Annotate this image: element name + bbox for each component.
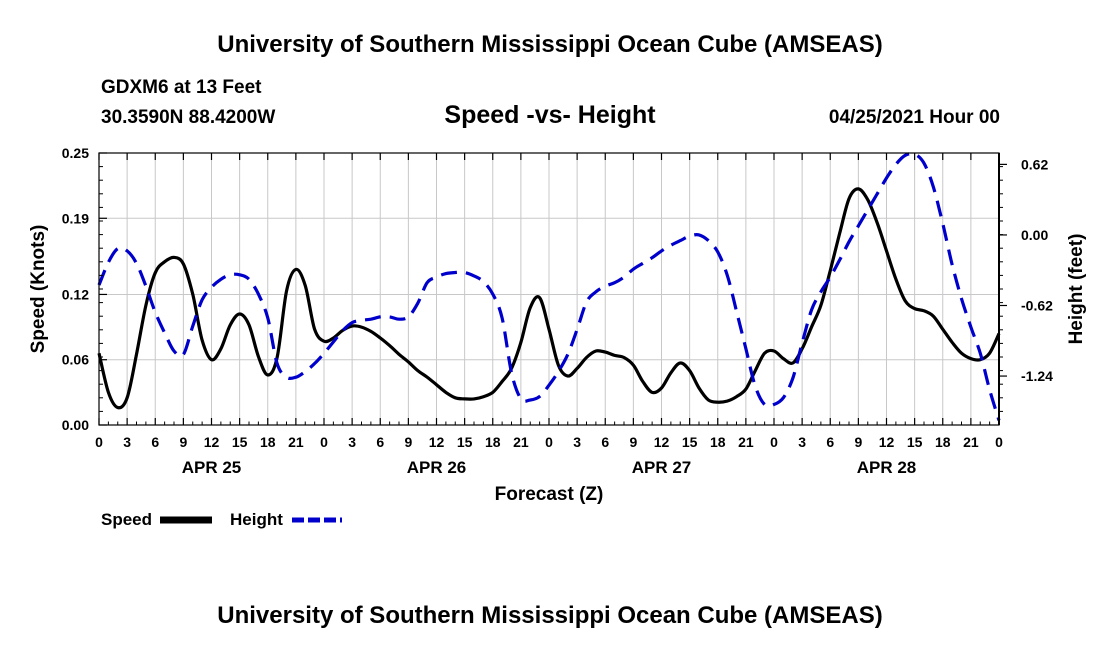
height-series-line bbox=[97, 151, 1001, 421]
legend: Speed Height bbox=[101, 510, 342, 529]
y2-tick-label: 0.62 bbox=[1021, 156, 1048, 172]
chart-title: Speed -vs- Height bbox=[444, 101, 656, 129]
speed-series-line bbox=[97, 187, 1001, 410]
x-tick-label: 6 bbox=[601, 434, 609, 450]
x-tick-label: 0 bbox=[95, 434, 103, 450]
x-tick-label: 9 bbox=[179, 434, 187, 450]
y2-tick-label: -0.62 bbox=[1021, 298, 1053, 314]
y-tick-label: 0.12 bbox=[62, 286, 89, 302]
series-lines bbox=[97, 151, 1001, 421]
x-tick-label: 21 bbox=[288, 434, 304, 450]
x-tick-label: 0 bbox=[995, 434, 1003, 450]
x-tick-label: 6 bbox=[826, 434, 834, 450]
forecast-datetime: 04/25/2021 Hour 00 bbox=[828, 107, 1000, 128]
legend-speed-label: Speed bbox=[101, 510, 152, 529]
x-axis-title: Forecast (Z) bbox=[495, 484, 604, 505]
x-tick-label: 9 bbox=[854, 434, 862, 450]
y-tick-label: 0.25 bbox=[62, 145, 89, 161]
y2-tick-label: 0.00 bbox=[1021, 227, 1048, 243]
y-tick-label: 0.19 bbox=[62, 210, 89, 226]
y2-axis-title: Height (feet) bbox=[1066, 234, 1087, 345]
x-tick-label: 21 bbox=[963, 434, 979, 450]
x-tick-label: 18 bbox=[710, 434, 726, 450]
location-label: 30.3590N 88.4200W bbox=[101, 107, 276, 128]
grid bbox=[99, 153, 999, 425]
x-tick-label: 12 bbox=[654, 434, 670, 450]
station-label: GDXM6 at 13 Feet bbox=[101, 77, 262, 98]
x-tick-label: 3 bbox=[798, 434, 806, 450]
x-tick-label: 15 bbox=[232, 434, 248, 450]
x-tick-label: 12 bbox=[204, 434, 220, 450]
x-tick-label: 15 bbox=[907, 434, 923, 450]
x-tick-label: 3 bbox=[123, 434, 131, 450]
x-tick-label: 21 bbox=[513, 434, 529, 450]
x-tick-label: 6 bbox=[151, 434, 159, 450]
x-tick-label: 18 bbox=[485, 434, 501, 450]
y-tick-label: 0.00 bbox=[62, 417, 89, 433]
x-tick-label: 9 bbox=[629, 434, 637, 450]
x-tick-label: 3 bbox=[573, 434, 581, 450]
x-tick-label: 0 bbox=[545, 434, 553, 450]
date-label: APR 25 bbox=[182, 458, 242, 477]
x-tick-label: 0 bbox=[770, 434, 778, 450]
x-tick-label: 21 bbox=[738, 434, 754, 450]
x-tick-label: 15 bbox=[457, 434, 473, 450]
x-tick-label: 12 bbox=[879, 434, 895, 450]
y-axis-title: Speed (Knots) bbox=[28, 225, 49, 354]
bottom-title: University of Southern Mississippi Ocean… bbox=[217, 602, 883, 629]
date-label: APR 26 bbox=[407, 458, 467, 477]
x-tick-label: 3 bbox=[348, 434, 356, 450]
x-tick-label: 9 bbox=[404, 434, 412, 450]
legend-height-label: Height bbox=[230, 510, 283, 529]
axis-labels: 0 3 6 9 12 15 18 21 0 3 6 9 12 15 18 21 0 3 6 9 12 15 18 21 0 3 6 9… bbox=[28, 145, 1087, 505]
date-label: APR 28 bbox=[857, 458, 917, 477]
x-tick-label: 18 bbox=[260, 434, 276, 450]
axes bbox=[98, 152, 1007, 426]
x-tick-label: 0 bbox=[320, 434, 328, 450]
x-tick-label: 15 bbox=[682, 434, 698, 450]
y-tick-label: 0.06 bbox=[62, 352, 89, 368]
x-tick-label: 12 bbox=[429, 434, 445, 450]
x-tick-label: 18 bbox=[935, 434, 951, 450]
date-label: APR 27 bbox=[632, 458, 692, 477]
y2-tick-label: -1.24 bbox=[1021, 368, 1053, 384]
top-title: University of Southern Mississippi Ocean… bbox=[217, 31, 883, 58]
x-tick-label: 6 bbox=[376, 434, 384, 450]
